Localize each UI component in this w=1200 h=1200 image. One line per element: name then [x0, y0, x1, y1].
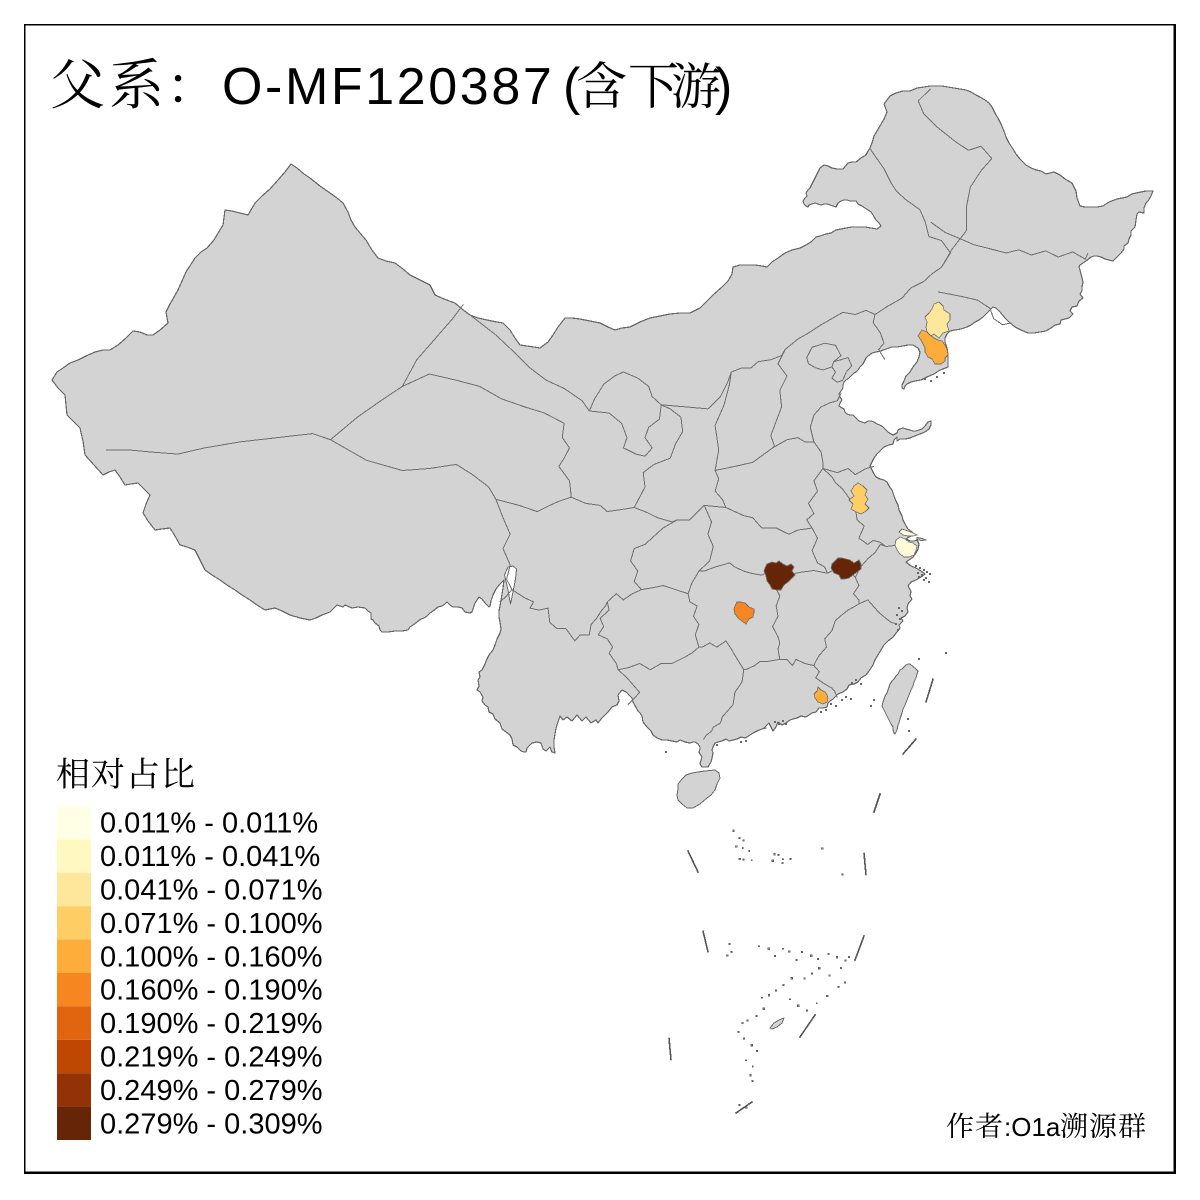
- svg-text:O-MF120387: O-MF120387: [222, 58, 554, 116]
- svg-text:): ): [715, 58, 732, 116]
- svg-text:0.041% - 0.071%: 0.041% - 0.071%: [100, 875, 322, 907]
- svg-text:0.011% - 0.041%: 0.011% - 0.041%: [100, 841, 320, 873]
- svg-text:0.249% - 0.279%: 0.249% - 0.279%: [100, 1075, 322, 1107]
- svg-text:0.219% - 0.249%: 0.219% - 0.249%: [100, 1042, 322, 1074]
- svg-text:0.190% - 0.219%: 0.190% - 0.219%: [100, 1008, 322, 1040]
- svg-text:(: (: [563, 58, 581, 116]
- svg-text:0.011% - 0.011%: 0.011% - 0.011%: [100, 808, 318, 840]
- svg-text:0.071% - 0.100%: 0.071% - 0.100%: [100, 908, 322, 940]
- svg-text:0.100% - 0.160%: 0.100% - 0.160%: [100, 941, 322, 973]
- svg-text:0.160% - 0.190%: 0.160% - 0.190%: [100, 975, 322, 1007]
- svg-text::O1a: :O1a: [1004, 1112, 1061, 1142]
- svg-text:0.279% - 0.309%: 0.279% - 0.309%: [100, 1108, 322, 1140]
